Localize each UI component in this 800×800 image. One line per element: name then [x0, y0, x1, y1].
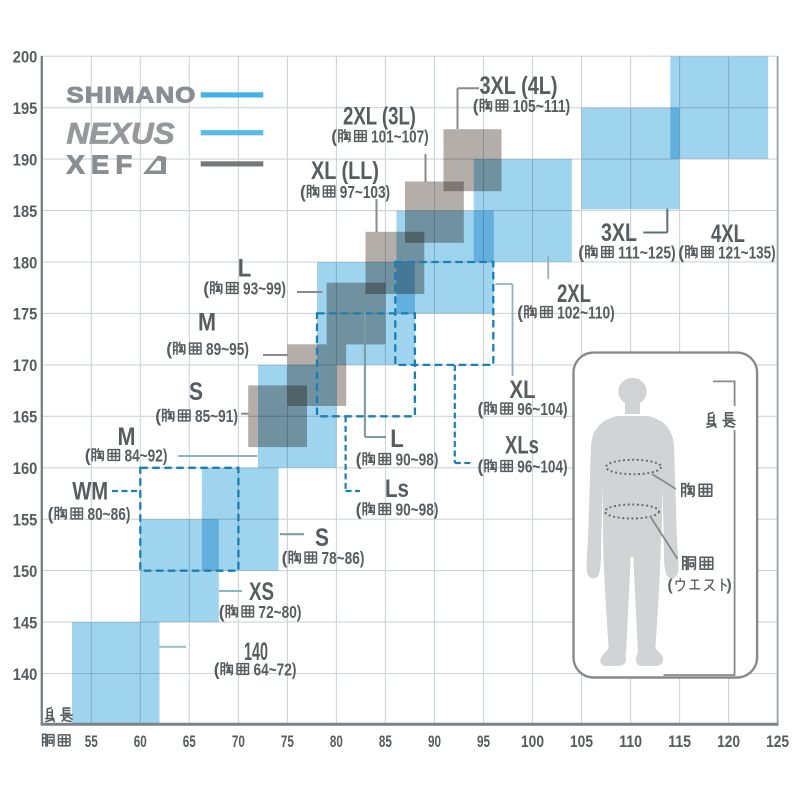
svg-text:(: (	[478, 399, 484, 419]
svg-text:115: 115	[668, 732, 691, 751]
svg-text:65: 65	[183, 732, 196, 751]
svg-text:L: L	[390, 425, 404, 453]
svg-text:155: 155	[13, 512, 38, 530]
svg-text:90~98): 90~98)	[396, 449, 439, 469]
svg-text:2XL (3L): 2XL (3L)	[343, 103, 416, 131]
svg-text:XL (LL): XL (LL)	[311, 157, 379, 185]
svg-text:4XL: 4XL	[711, 220, 745, 248]
svg-text:(: (	[356, 499, 362, 519]
svg-text:175: 175	[13, 306, 38, 324]
svg-text:(: (	[203, 278, 209, 298]
svg-text:101~107): 101~107)	[371, 126, 429, 146]
svg-text:200: 200	[13, 49, 38, 67]
svg-text:85~91): 85~91)	[195, 406, 238, 426]
svg-text:140: 140	[244, 638, 268, 666]
svg-text:90: 90	[428, 732, 441, 751]
svg-text:75: 75	[281, 732, 294, 751]
svg-text:(: (	[48, 504, 54, 524]
svg-text:102~110): 102~110)	[557, 302, 615, 322]
svg-text:89~95): 89~95)	[206, 339, 249, 359]
svg-text:(: (	[282, 548, 288, 568]
svg-text:93~99): 93~99)	[243, 278, 286, 298]
svg-text:105: 105	[570, 732, 593, 751]
svg-text:(: (	[473, 96, 479, 116]
svg-text:150: 150	[13, 563, 38, 581]
svg-text:(: (	[219, 602, 225, 622]
svg-text:2XL: 2XL	[557, 280, 591, 308]
svg-text:160: 160	[13, 460, 38, 478]
svg-text:180: 180	[13, 254, 38, 272]
svg-text:195: 195	[13, 100, 38, 118]
svg-text:(: (	[478, 456, 484, 476]
svg-text:120: 120	[717, 732, 740, 751]
svg-text:80: 80	[330, 732, 343, 751]
svg-text:185: 185	[13, 203, 38, 221]
svg-text:NEXUS: NEXUS	[67, 118, 175, 151]
svg-text:145: 145	[13, 614, 38, 632]
svg-text:111~125): 111~125)	[618, 242, 676, 262]
svg-text:80~86): 80~86)	[88, 504, 131, 524]
svg-text:3XL (4L): 3XL (4L)	[480, 72, 558, 100]
svg-text:XS: XS	[249, 578, 274, 606]
svg-text:85: 85	[379, 732, 392, 751]
svg-text:(: (	[668, 577, 674, 594]
svg-text:70: 70	[232, 732, 245, 751]
svg-text:3XL: 3XL	[601, 219, 637, 247]
svg-text:64~72): 64~72)	[254, 659, 297, 679]
svg-text:S: S	[189, 378, 203, 406]
svg-text:M: M	[118, 423, 136, 451]
svg-text:96~104): 96~104)	[517, 399, 567, 419]
svg-text:(: (	[356, 449, 362, 469]
svg-text:XL: XL	[510, 376, 536, 404]
svg-text:95: 95	[477, 732, 490, 751]
svg-text:WM: WM	[72, 478, 108, 506]
svg-text:(: (	[166, 339, 172, 359]
svg-text:90~98): 90~98)	[396, 499, 439, 519]
svg-text:L: L	[238, 255, 252, 283]
svg-text:78~86): 78~86)	[322, 548, 365, 568]
svg-text:(: (	[155, 406, 161, 426]
svg-text:S: S	[315, 524, 329, 552]
svg-text:(: (	[578, 242, 584, 262]
svg-text:): )	[727, 577, 732, 594]
svg-text:100: 100	[521, 732, 544, 751]
svg-text:125: 125	[766, 732, 789, 751]
svg-text:XLs: XLs	[505, 432, 539, 460]
svg-text:110: 110	[619, 732, 642, 751]
svg-text:XEF: XEF	[67, 150, 139, 180]
svg-text:Ls: Ls	[385, 475, 409, 503]
svg-text:96~104): 96~104)	[517, 456, 567, 476]
svg-text:140: 140	[13, 666, 38, 684]
svg-text:(: (	[85, 445, 91, 465]
svg-text:60: 60	[134, 732, 147, 751]
svg-text:97~103): 97~103)	[340, 182, 390, 202]
svg-text:(: (	[214, 659, 220, 679]
svg-text:105~111): 105~111)	[513, 96, 571, 116]
svg-text:84~92): 84~92)	[125, 445, 168, 465]
svg-text:SHIMANO: SHIMANO	[67, 83, 197, 108]
svg-text:121~135): 121~135)	[718, 242, 776, 262]
svg-text:M: M	[198, 309, 216, 337]
svg-text:170: 170	[13, 357, 38, 375]
svg-text:72~80): 72~80)	[259, 602, 302, 622]
svg-text:(: (	[678, 242, 684, 262]
svg-text:190: 190	[13, 151, 38, 169]
svg-text:(: (	[300, 182, 306, 202]
svg-text:165: 165	[13, 409, 38, 427]
svg-text:(: (	[517, 302, 523, 322]
svg-text:(: (	[331, 126, 337, 146]
svg-text:55: 55	[85, 732, 98, 751]
